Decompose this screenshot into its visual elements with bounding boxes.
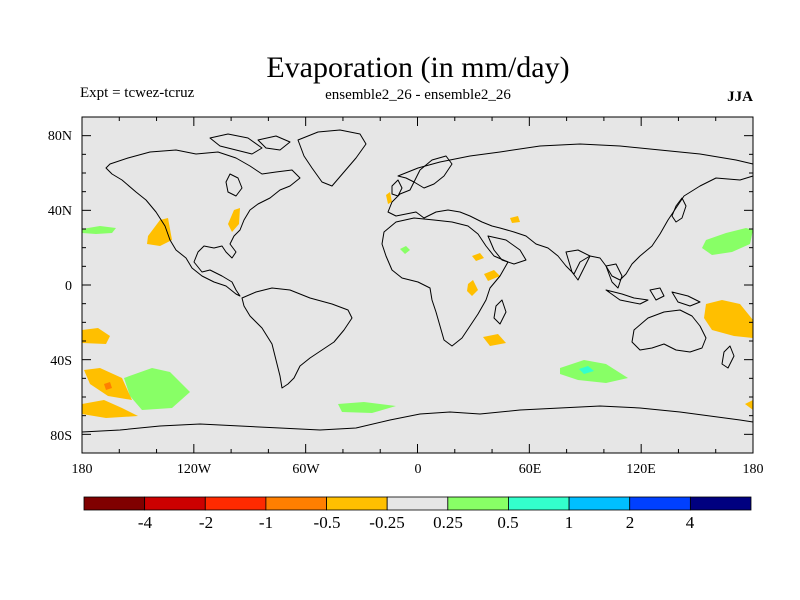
latitude-tick-label: 0 xyxy=(65,279,72,294)
map-background xyxy=(82,117,753,453)
colorbar-label: 1 xyxy=(565,513,574,532)
coastline-scandinavia xyxy=(413,155,453,189)
longitude-tick-label: 180 xyxy=(743,462,764,477)
colorbar-label: 0.25 xyxy=(433,513,463,532)
coastline-south-america xyxy=(241,287,353,389)
anomaly-positive-patch xyxy=(82,226,116,234)
anomaly-positive-patch xyxy=(400,246,410,254)
coastline-australia xyxy=(631,309,707,353)
experiment-label: Expt = tcwez-tcruz xyxy=(80,85,195,101)
anomaly-negative-patch xyxy=(704,300,753,338)
anomaly-positive-patch xyxy=(702,228,753,255)
coastline-new-zealand xyxy=(721,345,735,369)
coastline-india xyxy=(565,249,591,281)
coastlines xyxy=(81,129,754,433)
coastline-japan xyxy=(671,197,687,223)
longitude-tick-label: 120W xyxy=(177,462,212,477)
colorbar-swatch xyxy=(144,496,206,511)
colorbar-label: -1 xyxy=(259,513,273,532)
longitude-tick-label: 60E xyxy=(519,462,542,477)
ensemble-label: ensemble2_26 - ensemble2_26 xyxy=(325,87,511,103)
colorbar-swatches xyxy=(83,496,752,511)
coastline-madagascar xyxy=(493,299,507,325)
colorbar-swatch xyxy=(689,496,752,511)
season-label: JJA xyxy=(727,89,753,105)
colorbar-labels: -4 -2 -1 -0.5 -0.25 0.25 0.5 1 2 4 xyxy=(138,513,695,532)
map-panel xyxy=(81,116,754,454)
anomaly-negative-patch xyxy=(386,192,392,204)
colorbar-label: 4 xyxy=(686,513,695,532)
colorbar-swatch xyxy=(447,496,509,511)
coastline-hudson-bay xyxy=(225,173,243,197)
colorbar-swatch xyxy=(83,496,146,511)
coastline-indochina xyxy=(605,263,623,289)
colorbar-swatch xyxy=(568,496,631,511)
latitude-tick-label: 80N xyxy=(48,129,72,144)
coastline-indonesia xyxy=(605,287,701,307)
colorbar-label: -2 xyxy=(199,513,213,532)
longitude-tick-label: 120E xyxy=(626,462,656,477)
anomaly-negative-patch xyxy=(467,280,478,296)
anomaly-positive-patch xyxy=(338,402,396,413)
latitude-tick-label: 80S xyxy=(50,429,72,444)
colorbar-swatch xyxy=(629,496,691,511)
anomaly-negative-patch xyxy=(745,400,753,410)
coastline-eurasia xyxy=(387,143,754,281)
latitude-tick-label: 40N xyxy=(48,204,72,219)
page-title: Evaporation (in mm/day) xyxy=(266,51,569,84)
coastline-greenland xyxy=(297,129,367,187)
anomaly-positive-patch xyxy=(124,368,190,410)
anomaly-positive-patch xyxy=(579,366,594,374)
colorbar-swatch xyxy=(386,496,449,511)
latitude-axis: 80N 40N 0 40S 80S xyxy=(48,129,72,444)
colorbar-swatch xyxy=(204,496,267,511)
coastline-antarctica xyxy=(81,405,754,433)
colorbar-swatch xyxy=(326,496,388,511)
anomaly-negative-patch xyxy=(82,328,110,344)
anomaly-negative-patch xyxy=(472,253,484,261)
colorbar: -4 -2 -1 -0.5 -0.25 0.25 0.5 1 2 4 xyxy=(83,496,752,532)
colorbar-label: 2 xyxy=(626,513,635,532)
latitude-tick-label: 40S xyxy=(50,354,72,369)
coastline-arabia xyxy=(487,235,527,265)
coastline-british-isles xyxy=(391,179,403,197)
colorbar-label: 0.5 xyxy=(497,513,518,532)
colorbar-label: -0.25 xyxy=(369,513,404,532)
anomaly-positive-patch xyxy=(560,360,628,383)
anomaly-negative-patch xyxy=(147,218,172,246)
colorbar-label: -0.5 xyxy=(314,513,341,532)
longitude-tick-label: 180 xyxy=(72,462,93,477)
anomaly-patches xyxy=(82,192,753,418)
anomaly-negative-patch xyxy=(484,270,500,281)
coastline-africa xyxy=(381,217,509,347)
colorbar-label: -4 xyxy=(138,513,153,532)
longitude-axis: 180 120W 60W 0 60E 120E 180 xyxy=(72,462,764,477)
anomaly-negative-patch xyxy=(228,208,240,232)
axis-tick-marks xyxy=(81,116,754,454)
anomaly-negative-patch xyxy=(483,334,506,346)
colorbar-swatch xyxy=(265,496,327,511)
longitude-tick-label: 60W xyxy=(292,462,320,477)
anomaly-negative-patch xyxy=(104,382,112,390)
anomaly-negative-patch xyxy=(510,216,520,223)
coastline-north-america xyxy=(105,149,301,297)
longitude-tick-label: 0 xyxy=(415,462,422,477)
colorbar-swatch xyxy=(508,496,570,511)
coastline-arctic-islands xyxy=(209,133,291,155)
anomaly-negative-patch xyxy=(82,400,138,418)
